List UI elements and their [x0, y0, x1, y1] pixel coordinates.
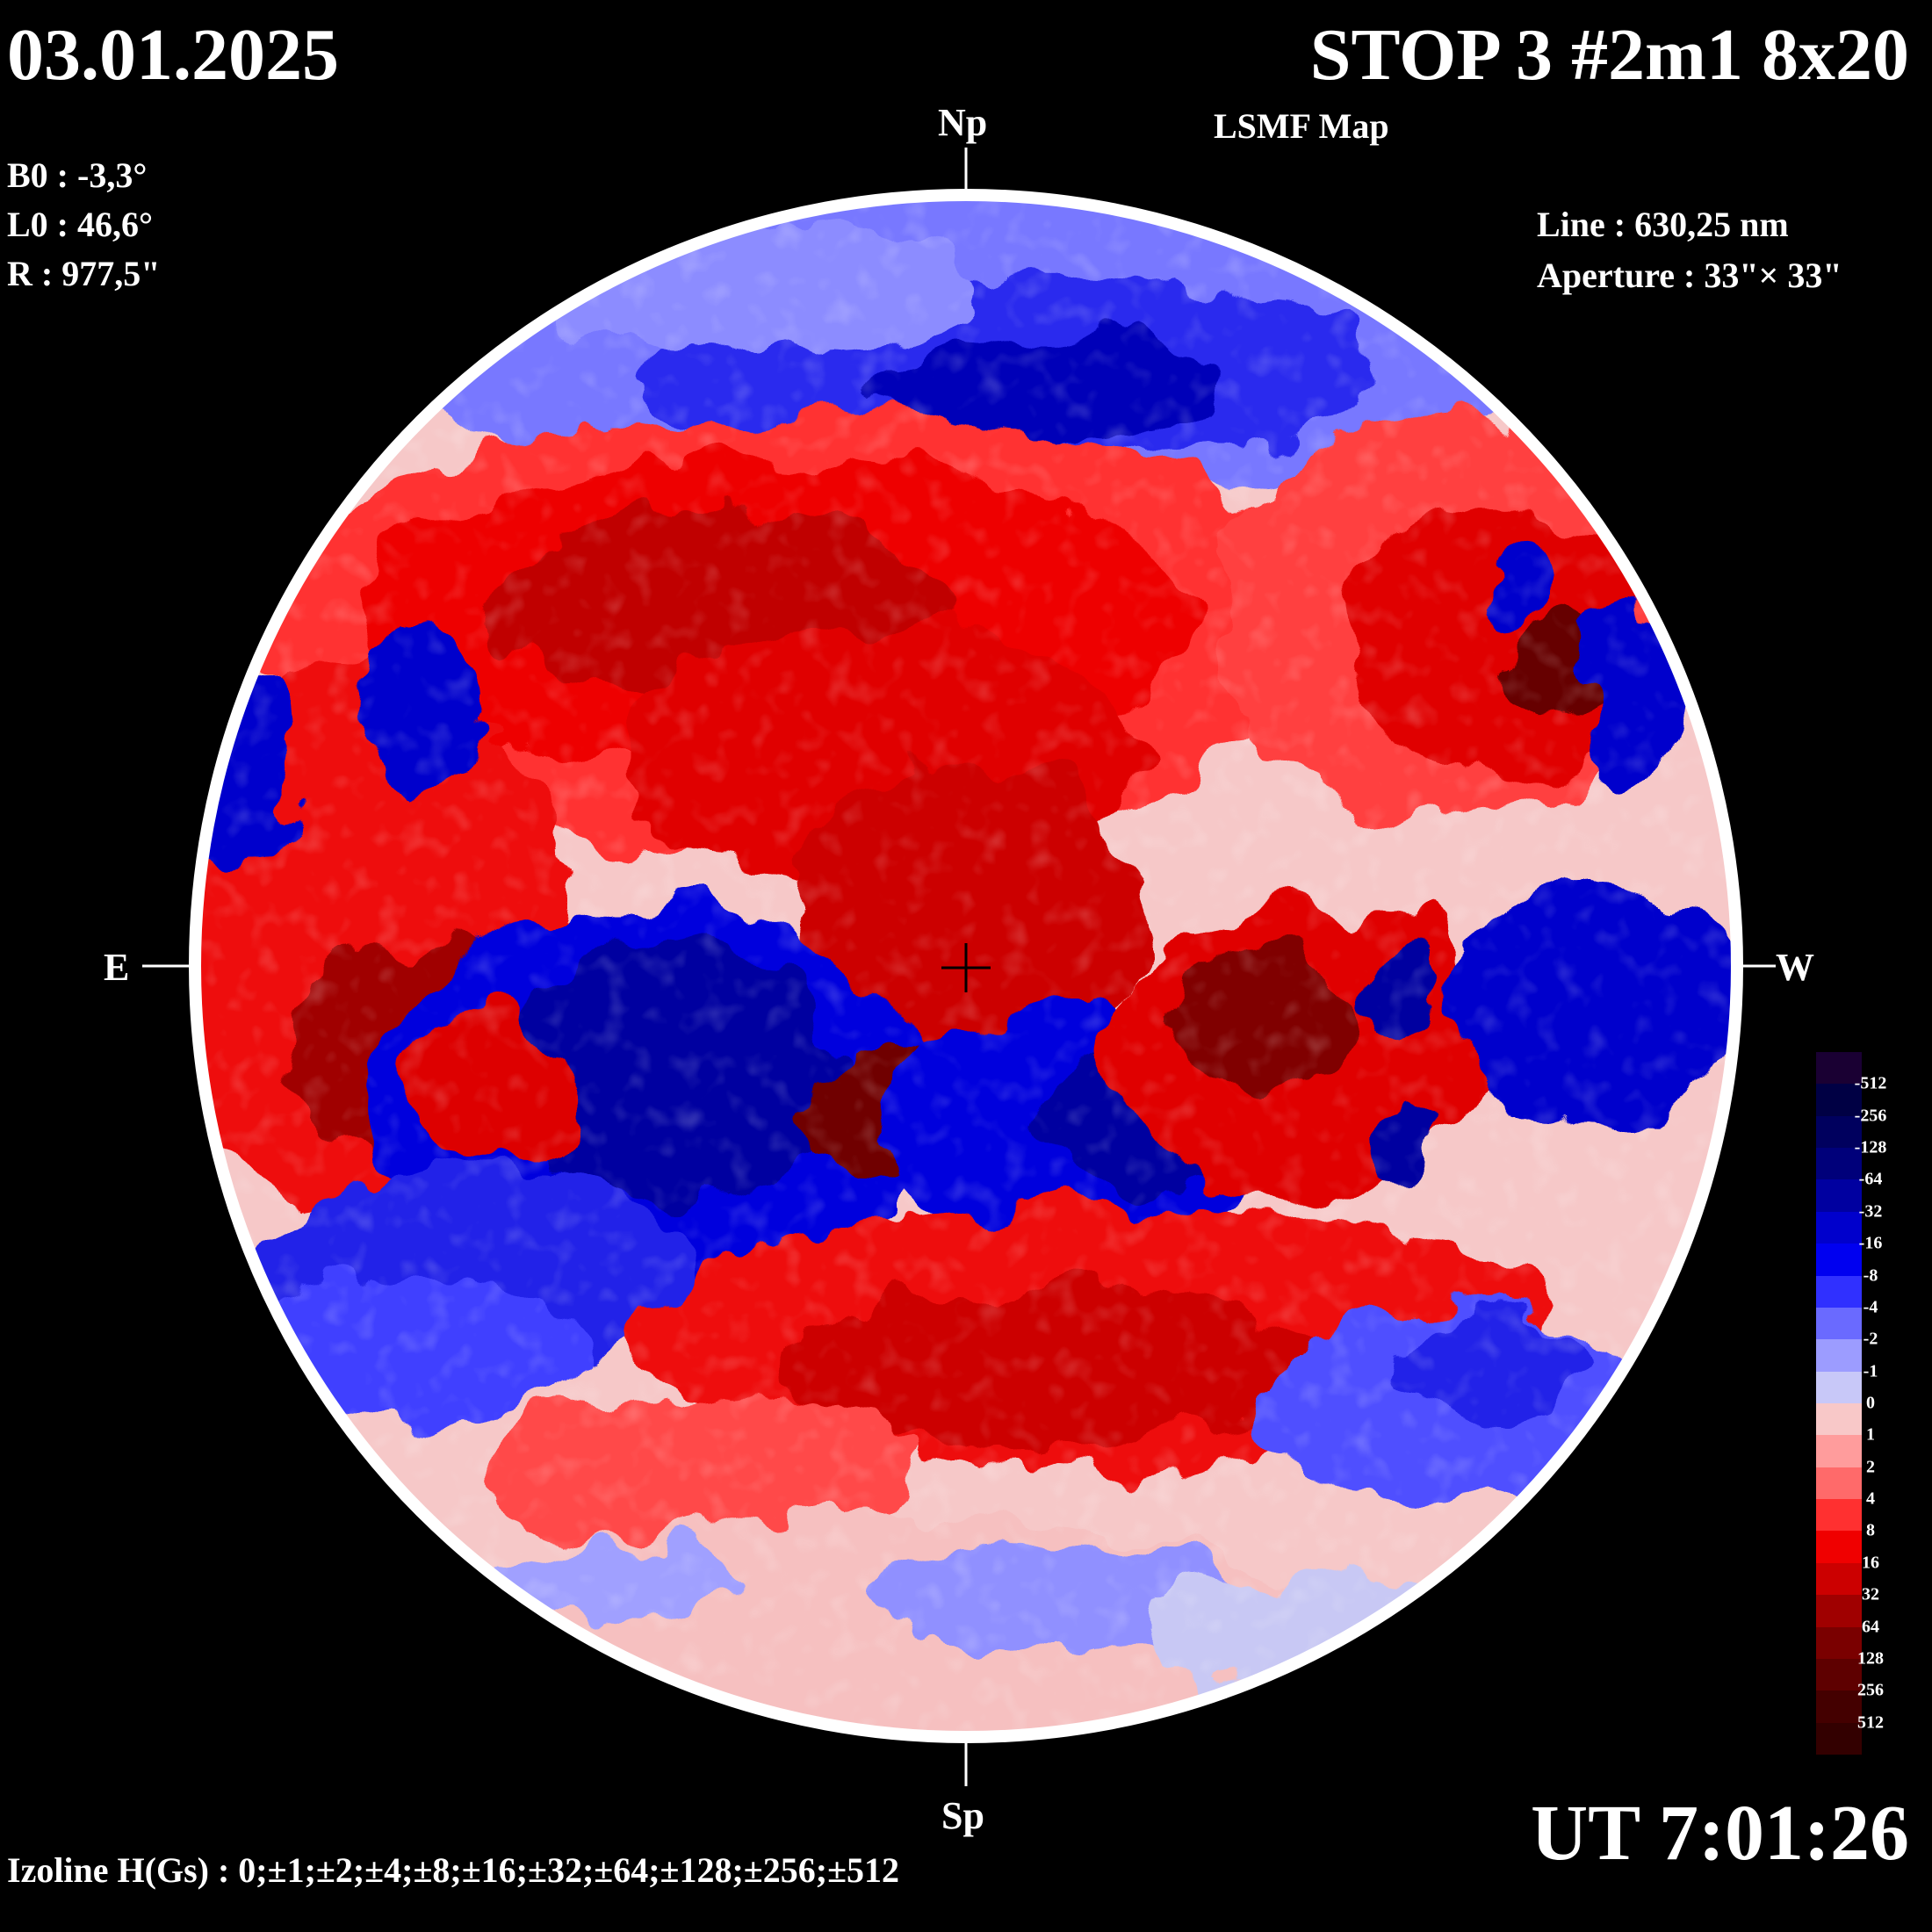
colorbar-tick-label: -256 [1854, 1106, 1887, 1126]
colorbar-tick-label: -16 [1858, 1233, 1883, 1253]
colorbar-tick-label: 16 [1862, 1553, 1879, 1573]
colorbar-segment [1816, 1244, 1862, 1277]
colorbar-tick-label: -2 [1863, 1329, 1878, 1349]
colorbar-segment [1816, 1722, 1862, 1755]
colorbar-tick-label: -32 [1858, 1201, 1883, 1222]
radius-parameter: R : 977,5" [7, 254, 161, 293]
colorbar-tick-label: -128 [1854, 1137, 1887, 1157]
field-strength-colorbar [1816, 1052, 1862, 1755]
colorbar-segment [1816, 1052, 1862, 1085]
colorbar-tick-label: 1 [1866, 1424, 1875, 1445]
colorbar-segment [1816, 1690, 1862, 1724]
colorbar-tick-label: 64 [1862, 1617, 1879, 1637]
aperture-parameter: Aperture : 33"× 33" [1537, 256, 1842, 295]
disk-center-cross [941, 943, 991, 992]
colorbar-tick-label: -512 [1854, 1073, 1887, 1093]
south-pole-label: Sp [941, 1794, 984, 1837]
colorbar-tick-label: 32 [1862, 1584, 1879, 1604]
universal-time: UT 7:01:26 [1531, 1790, 1909, 1877]
east-label: E [104, 946, 130, 989]
colorbar-tick-label: -8 [1863, 1265, 1878, 1286]
colorbar-segment [1816, 1084, 1862, 1117]
colorbar-segment [1816, 1467, 1862, 1500]
colorbar-tick-label: 0 [1866, 1393, 1875, 1413]
colorbar-segment [1816, 1307, 1862, 1340]
colorbar-tick-label: 8 [1866, 1520, 1875, 1540]
colorbar-segment [1816, 1435, 1862, 1468]
colorbar-segment [1816, 1275, 1862, 1308]
colorbar-tick-label: 256 [1857, 1680, 1884, 1700]
colorbar-tick-label: 2 [1866, 1457, 1875, 1477]
observation-date: 03.01.2025 [7, 14, 339, 96]
colorbar-segment [1816, 1626, 1862, 1660]
colorbar-segment [1816, 1531, 1862, 1564]
l0-parameter: L0 : 46,6° [7, 205, 153, 244]
colorbar-segment [1816, 1148, 1862, 1180]
north-pole-label: Np [938, 101, 988, 144]
colorbar-tick-label: 512 [1857, 1712, 1884, 1733]
colorbar-segment [1816, 1562, 1862, 1596]
colorbar-tick-label: -64 [1858, 1169, 1883, 1189]
b0-parameter: B0 : -3,3° [7, 155, 148, 195]
colorbar-segment [1816, 1179, 1862, 1213]
map-subtitle: LSMF Map [1214, 106, 1389, 146]
colorbar-segment [1816, 1371, 1862, 1404]
west-label: W [1776, 946, 1814, 989]
spectral-line-parameter: Line : 630,25 nm [1537, 205, 1789, 244]
map-title: STOP 3 #2m1 8x20 [1309, 14, 1909, 96]
colorbar-tick-label: 128 [1857, 1648, 1884, 1669]
colorbar-segment [1816, 1403, 1862, 1436]
colorbar-segment [1816, 1115, 1862, 1149]
colorbar-tick-label: -4 [1863, 1297, 1878, 1317]
colorbar-segment [1816, 1339, 1862, 1373]
izoline-levels: Izoline H(Gs) : 0;±1;±2;±4;±8;±16;±32;±6… [7, 1850, 900, 1890]
colorbar-tick-label: -1 [1863, 1361, 1878, 1381]
colorbar-segment [1816, 1211, 1862, 1244]
colorbar-segment [1816, 1499, 1862, 1532]
colorbar-tick-label: 4 [1866, 1489, 1875, 1509]
colorbar-segment [1816, 1595, 1862, 1628]
colorbar-segment [1816, 1658, 1862, 1691]
